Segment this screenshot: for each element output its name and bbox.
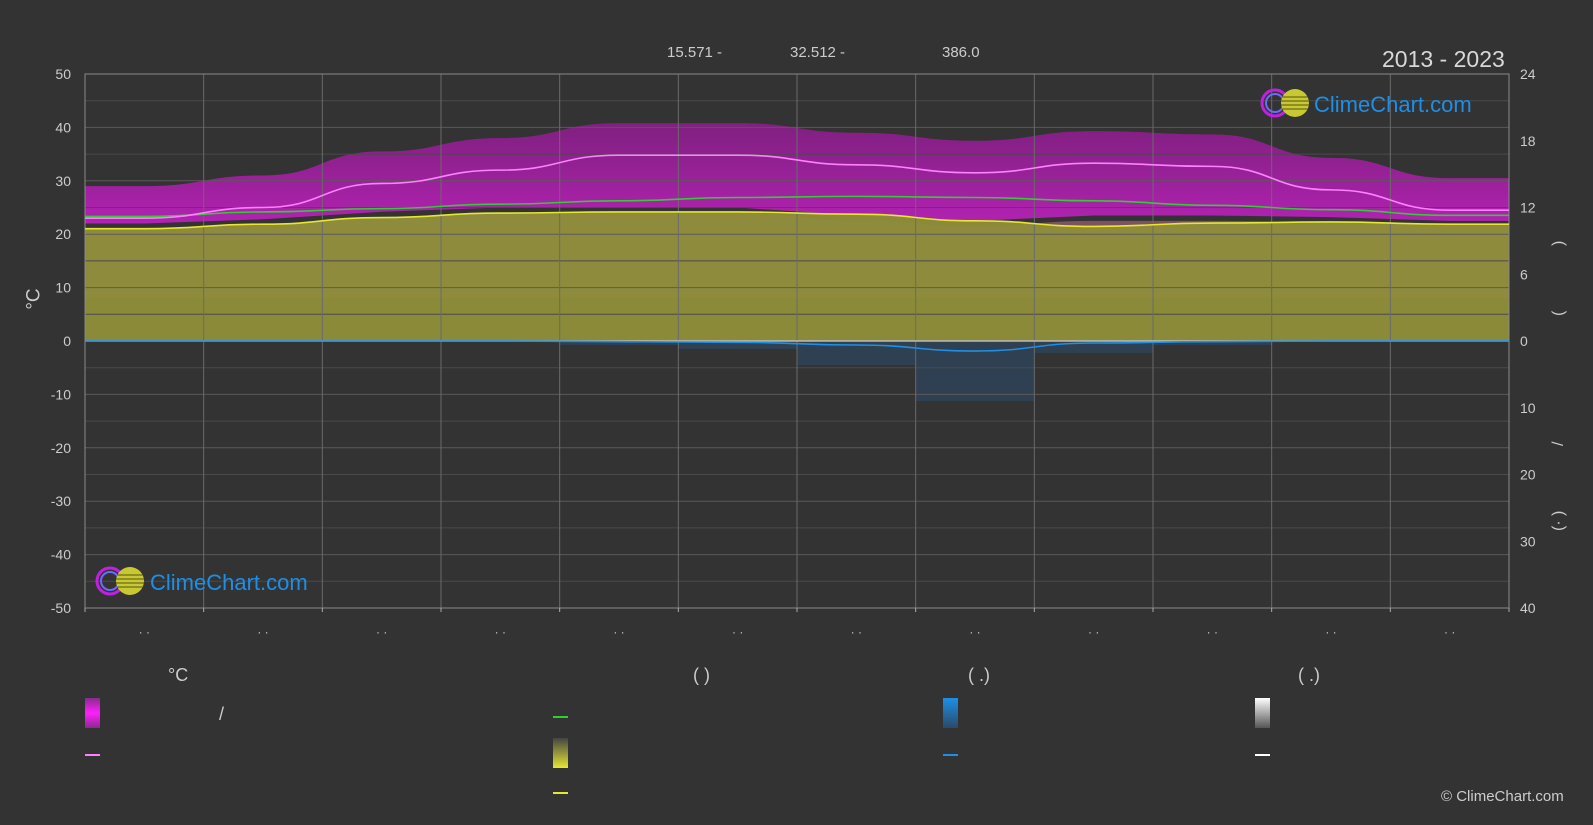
right-axis-glyph: ): [1550, 511, 1567, 516]
x-tick-label: · ·: [1207, 625, 1218, 639]
legend-line-daylight: [553, 716, 568, 718]
legend-hours-title: ( ): [693, 665, 710, 685]
right-tick-label: 0: [1520, 333, 1528, 349]
sunshine-line: [85, 211, 1509, 230]
right-tick-label: 18: [1520, 133, 1536, 149]
logo-icon: [1260, 88, 1309, 118]
left-tick-label: -50: [51, 600, 71, 616]
x-tick-label: · ·: [139, 625, 150, 639]
left-tick-label: 10: [55, 280, 71, 296]
legend-swatch-snow: [1255, 698, 1270, 728]
daylight-line: [85, 195, 1509, 218]
legend-line-max-temp: [85, 754, 100, 756]
left-tick-label: 20: [55, 226, 71, 242]
right-tick-label: 30: [1520, 533, 1536, 549]
precip-line: [84, 340, 1509, 352]
logo-icon: [95, 566, 144, 596]
legend-swatch-temp-range: [85, 698, 100, 728]
right-tick-label: 40: [1520, 600, 1536, 616]
left-tick-label: -40: [51, 547, 71, 563]
left-axis-unit: °C: [23, 288, 45, 310]
right-tick-label: 20: [1520, 467, 1536, 483]
x-tick-label: · ·: [1444, 625, 1455, 639]
x-tick-label: · ·: [732, 625, 743, 639]
left-tick-label: 40: [55, 119, 71, 135]
legend-swatch-precip: [943, 698, 958, 728]
data-series: [84, 154, 1509, 352]
logo-text: ClimeChart.com: [1314, 92, 1472, 117]
x-tick-label: · ·: [257, 625, 268, 639]
precip-bar: [1153, 341, 1272, 346]
x-tick-label: · ·: [969, 625, 980, 639]
legend-line-sunshine: [553, 792, 568, 794]
logo-text: ClimeChart.com: [150, 570, 308, 595]
axis-ticks: 50 40 30 20 10 0 -10 -20 -30 -40 -50 24 18 12 6 0 10 20 30…: [51, 66, 1567, 639]
left-tick-label: -30: [51, 493, 71, 509]
right-tick-label: 6: [1520, 266, 1528, 282]
x-tick-label: · ·: [376, 625, 387, 639]
period-label: 2013 - 2023: [1382, 46, 1505, 72]
right-tick-label: 10: [1520, 400, 1536, 416]
header-coord-1: 15.571 -: [667, 44, 723, 61]
right-axis-glyph: ): [1550, 241, 1567, 246]
right-axis-glyph: (: [1550, 310, 1567, 316]
header-coord-2: 32.512 -: [790, 44, 846, 61]
legend-line-precip: [943, 754, 958, 756]
x-tick-label: · ·: [613, 625, 624, 639]
right-tick-label: 24: [1520, 66, 1536, 82]
left-tick-label: 50: [55, 66, 71, 82]
precip-bar: [678, 341, 797, 350]
precip-bar: [559, 341, 679, 346]
header-coord-3: 386.0: [942, 44, 980, 61]
right-axis-glyph: /: [1550, 441, 1567, 446]
left-tick-label: -10: [51, 386, 71, 402]
legend-slash: /: [219, 704, 225, 724]
left-tick-label: -20: [51, 440, 71, 456]
legend-swatch-sunshine: [553, 738, 568, 768]
x-tick-label: · ·: [1325, 625, 1336, 639]
legend-precip-title: ( .): [968, 665, 990, 685]
left-tick-label: 30: [55, 173, 71, 189]
x-tick-label: · ·: [1088, 625, 1099, 639]
legend-snow-title: ( .): [1298, 665, 1320, 685]
x-tick-label: · ·: [495, 625, 506, 639]
left-tick-label: 0: [63, 333, 71, 349]
right-tick-label: 12: [1520, 200, 1536, 216]
copyright[interactable]: © ClimeChart.com: [1441, 788, 1564, 805]
legend-temp-title: °C: [168, 665, 189, 685]
legend-line-snow: [1255, 754, 1270, 756]
max-temp-line: [85, 154, 1509, 219]
x-tick-label: · ·: [851, 625, 862, 639]
right-axis-glyph: (·: [1550, 520, 1567, 531]
